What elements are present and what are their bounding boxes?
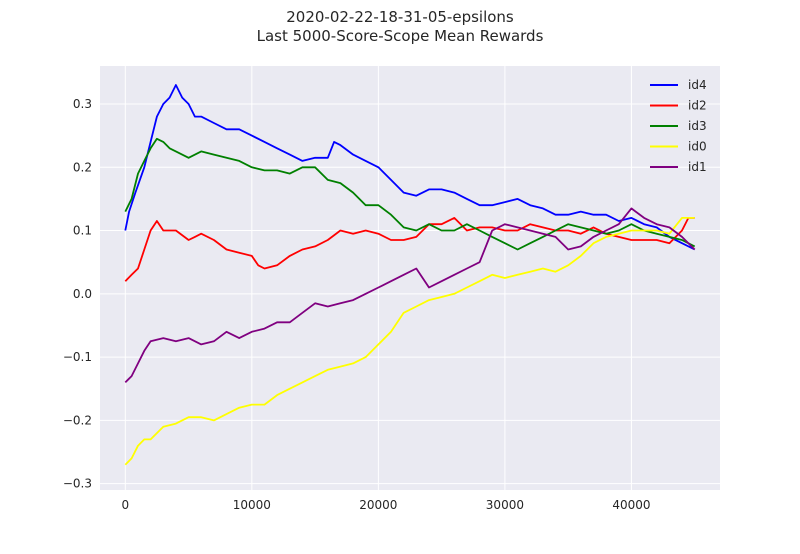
series-line-id1	[124, 207, 696, 384]
x-tick-label: 20000	[359, 498, 397, 512]
y-tick-label: 0.0	[73, 287, 92, 301]
chart-subtitle: Last 5000-Score-Scope Mean Rewards	[257, 27, 544, 45]
x-tick-label: 10000	[233, 498, 271, 512]
y-tick-label: −0.1	[63, 350, 92, 364]
legend-label-id4: id4	[688, 78, 707, 92]
y-tick-label: −0.3	[63, 477, 92, 491]
tick-labels: 0 10000 20000 30000 40000 −0.3 −0.2 −0.1 0.0 0.1 0…	[63, 97, 651, 512]
legend-label-id3: id3	[688, 119, 707, 133]
y-tick-label: 0.2	[73, 160, 92, 174]
series-lines	[124, 84, 696, 466]
legend: id4 id2 id3 id0 id1	[650, 78, 707, 174]
x-tick-label: 30000	[486, 498, 524, 512]
x-tick-label: 0	[121, 498, 129, 512]
y-tick-label: −0.2	[63, 413, 92, 427]
series-line-id3	[124, 137, 696, 251]
series-line-id4	[124, 84, 696, 251]
series-line-id2	[124, 217, 695, 282]
plot-area	[100, 66, 720, 490]
y-tick-label: 0.1	[73, 224, 92, 238]
legend-label-id1: id1	[688, 160, 707, 174]
series-line-id0	[124, 217, 695, 466]
y-tick-label: 0.3	[73, 97, 92, 111]
x-tick-label: 40000	[612, 498, 650, 512]
legend-label-id0: id0	[688, 140, 707, 154]
legend-label-id2: id2	[688, 99, 707, 113]
chart-title: 2020-02-22-18-31-05-epsilons	[286, 8, 514, 26]
